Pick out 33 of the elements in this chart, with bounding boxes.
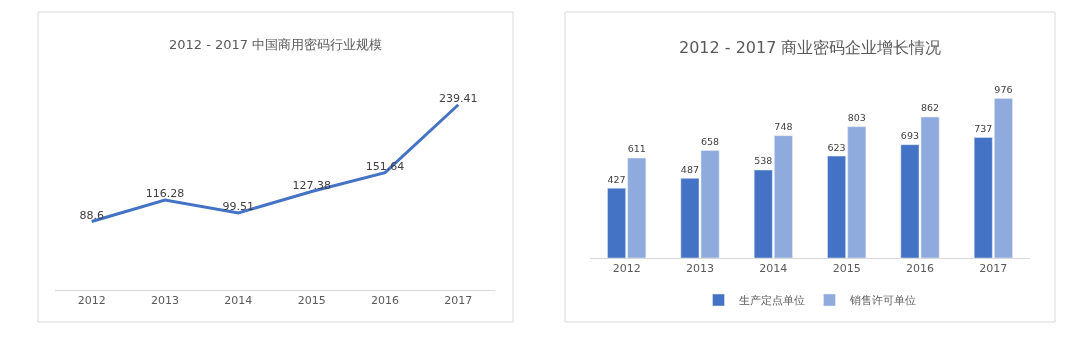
data-label: 748 bbox=[774, 121, 793, 133]
data-label: 658 bbox=[701, 135, 720, 147]
data-label: 611 bbox=[627, 143, 646, 155]
x-tick-label: 2016 bbox=[371, 294, 399, 308]
data-label: 803 bbox=[847, 112, 866, 124]
data-label: 737 bbox=[974, 122, 993, 134]
data-label: 623 bbox=[827, 141, 846, 153]
x-tick-label: 2017 bbox=[979, 262, 1008, 276]
x-tick-label: 2012 bbox=[612, 262, 641, 276]
data-label: 127.38 bbox=[292, 178, 331, 192]
x-tick-label: 2012 bbox=[77, 294, 106, 308]
chart-title: 2012 - 2017 商业密码企业增长情况 bbox=[679, 38, 942, 57]
x-tick-label: 2014 bbox=[759, 262, 788, 276]
legend-label: 销售许可单位 bbox=[848, 294, 916, 308]
data-label: 116.28 bbox=[145, 187, 185, 201]
x-tick-label: 2017 bbox=[444, 294, 473, 308]
x-tick-label: 2016 bbox=[906, 262, 934, 276]
data-label: 862 bbox=[921, 102, 940, 114]
legend-label: 生产定点单位 bbox=[738, 294, 805, 308]
data-label: 538 bbox=[754, 155, 773, 167]
x-tick-label: 2015 bbox=[832, 262, 861, 276]
x-tick-label: 2013 bbox=[151, 294, 179, 308]
data-label: 427 bbox=[607, 173, 626, 185]
x-tick-label: 2013 bbox=[686, 262, 714, 276]
chart-title: 2012 - 2017 中国商用密码行业规模 bbox=[169, 37, 383, 52]
data-label: 99.51 bbox=[222, 200, 255, 214]
data-label: 239.41 bbox=[439, 92, 478, 105]
data-label: 693 bbox=[900, 130, 919, 142]
data-label: 88.6 bbox=[79, 208, 104, 222]
x-tick-label: 2014 bbox=[224, 294, 253, 308]
x-tick-label: 2015 bbox=[297, 294, 326, 308]
data-label: 976 bbox=[994, 83, 1013, 95]
data-label: 487 bbox=[680, 163, 699, 175]
